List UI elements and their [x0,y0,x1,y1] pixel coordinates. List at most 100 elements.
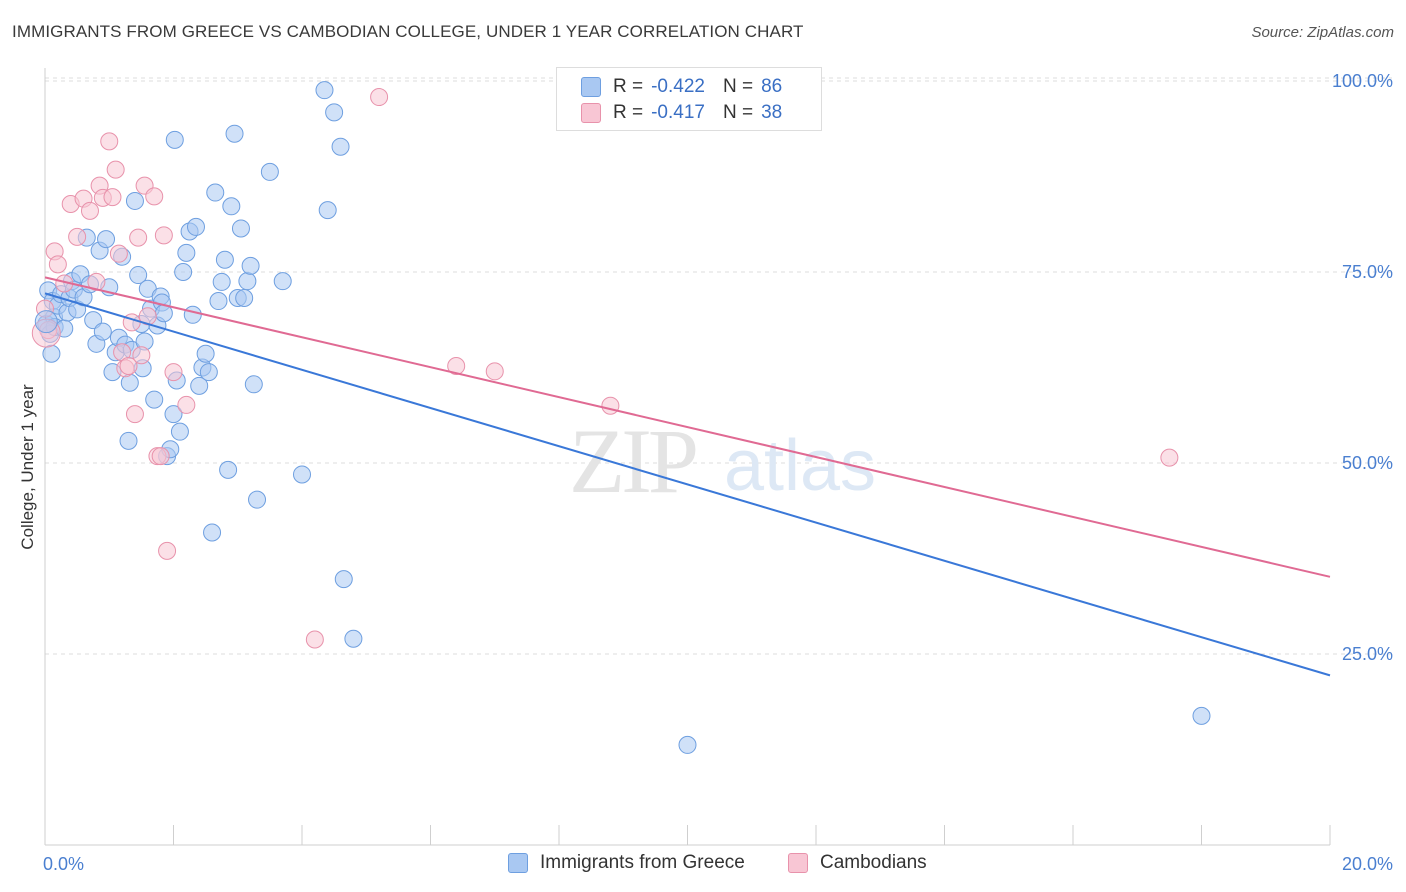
point-cambodians [601,396,620,415]
axes [44,68,1331,846]
point-greece [273,272,292,291]
point-greece [119,431,138,450]
point-cambodians [485,362,504,381]
point-greece [34,310,58,334]
point-greece [177,243,196,262]
point-cambodians [119,356,138,375]
y-tick-label: 75.0% [1342,262,1393,282]
point-greece [215,250,234,269]
trend-lines [44,276,1331,677]
point-cambodians [100,132,119,151]
trend-line-cambodians [44,276,1331,578]
point-greece [219,460,238,479]
point-cambodians [87,272,106,291]
point-greece [212,272,231,291]
point-greece [222,197,241,216]
tick-labels: 25.0% 50.0% 75.0% 100.0% 0.0% 20.0% [43,71,1393,874]
point-greece [42,344,61,363]
legend-label-greece: Immigrants from Greece [540,852,745,873]
point-greece [244,375,263,394]
y-tick-label: 50.0% [1342,453,1393,473]
y-tick-label: 100.0% [1332,71,1393,91]
point-cambodians [145,187,164,206]
point-greece [231,219,250,238]
n-value: 86 [761,76,783,97]
point-cambodians [103,188,122,207]
point-greece [1192,706,1211,725]
point-greece [334,570,353,589]
point-greece [325,103,344,122]
point-greece [165,130,184,149]
r-value: -0.422 [651,76,705,97]
legend-row-cambodians: R = -0.417 N = 38 [581,101,782,125]
point-cambodians [129,228,148,247]
point-greece [206,183,225,202]
x-tick-label: 0.0% [43,854,84,874]
point-cambodians [305,630,324,649]
y-tick-label: 25.0% [1342,644,1393,664]
point-greece [241,256,260,275]
point-greece [225,124,244,143]
point-greece [196,344,215,363]
point-greece [129,266,148,285]
legend-swatch-greece [581,77,601,97]
point-greece [125,191,144,210]
source-label: Source: ZipAtlas.com [1251,24,1394,41]
point-greece [260,162,279,181]
point-greece [318,201,337,220]
point-greece [170,422,189,441]
point-greece [315,81,334,100]
watermark-zip: ZIP [569,410,696,512]
legend-item-cambodians[interactable]: Cambodians [788,852,927,874]
point-greece [186,217,205,236]
correlation-legend: R = -0.422 N = 86 R = -0.417 N = 38 [556,67,822,131]
point-cambodians [370,88,389,107]
r-value: -0.417 [651,102,705,123]
point-greece [190,376,209,395]
point-cambodians [164,363,183,382]
point-greece [238,272,257,291]
r-label: R = [613,102,644,123]
point-greece [331,137,350,156]
y-axis-label: College, Under 1 year [18,384,37,550]
point-cambodians [80,201,99,220]
gridlines [45,77,1392,655]
point-cambodians [106,160,125,179]
legend-swatch-cambodians [581,103,601,123]
legend-row-greece: R = -0.422 N = 86 [581,75,782,99]
point-greece [174,263,193,281]
point-cambodians [1160,448,1179,467]
point-greece [84,311,103,330]
point-greece [199,363,218,382]
n-label: N = [722,76,754,97]
point-greece [145,390,164,409]
series-legend: Immigrants from Greece Cambodians [0,852,1406,876]
point-greece [248,490,267,509]
point-greece [164,405,183,424]
legend-item-greece[interactable]: Immigrants from Greece [508,852,745,874]
point-cambodians [68,227,87,246]
legend-swatch-cambodians [788,853,808,873]
point-greece [203,523,222,542]
point-cambodians [48,255,67,274]
point-greece [183,305,202,324]
point-greece [678,735,697,754]
point-greece [344,629,363,648]
data-points [31,81,1211,754]
legend-label-cambodians: Cambodians [820,852,927,873]
point-cambodians [447,356,466,375]
point-cambodians [109,244,128,263]
r-label: R = [613,76,644,97]
point-greece [97,230,116,249]
point-cambodians [151,447,170,466]
legend-swatch-greece [508,853,528,873]
point-greece [235,288,254,307]
n-label: N = [722,102,754,123]
point-greece [293,465,311,484]
point-cambodians [177,395,196,414]
point-greece [209,292,228,311]
n-value: 38 [761,102,783,123]
point-greece [93,322,112,341]
chart-title: IMMIGRANTS FROM GREECE VS CAMBODIAN COLL… [12,22,804,41]
